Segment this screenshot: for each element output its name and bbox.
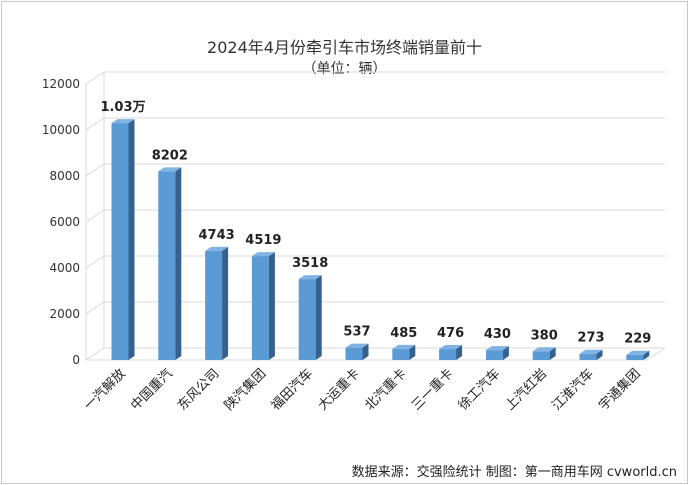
data-label: 485 [390, 326, 417, 341]
gridline-side [85, 301, 105, 315]
category-label: 一汽解放 [81, 366, 128, 413]
data-source-note: 数据来源：交强险统计 制图：第一商用车网 cvworld.cn [351, 465, 677, 480]
category-label: 上汽红岩 [502, 366, 550, 414]
bar-side [128, 119, 135, 360]
data-label: 273 [577, 331, 604, 346]
bar-top [439, 345, 463, 350]
bar-top [205, 246, 229, 251]
category-label: 三一重卡 [408, 366, 456, 414]
y-tick-label: 0 [72, 353, 80, 367]
category-label: 徐工汽车 [455, 366, 503, 414]
bar-side [502, 346, 509, 360]
bar-top [532, 347, 556, 352]
category-label: 大运重卡 [315, 366, 363, 414]
bar-top [111, 119, 135, 124]
chart-subtitle: （单位：辆） [302, 61, 387, 77]
bar-top [485, 346, 509, 351]
bar-top [626, 350, 650, 355]
bar-side [268, 252, 275, 360]
bar-side [362, 343, 369, 360]
data-label: 229 [624, 332, 651, 347]
bar-top [392, 344, 416, 349]
category-label: 中国重汽 [128, 366, 176, 414]
gridline-side [85, 117, 105, 131]
gridline-side [85, 255, 105, 269]
gridline-side [85, 347, 105, 361]
bar [111, 123, 129, 360]
chart-title: 2024年4月份牵引车市场终端销量前十 [207, 38, 482, 57]
bar [485, 350, 503, 360]
bar [626, 354, 644, 360]
data-label: 4519 [245, 233, 281, 248]
category-label: 北汽重卡 [362, 366, 410, 414]
y-tick-label: 2000 [49, 307, 80, 321]
data-label: 430 [484, 327, 511, 342]
bar [298, 279, 316, 360]
category-label: 宇通集团 [596, 366, 644, 414]
bar-top [158, 167, 182, 172]
data-label: 380 [531, 328, 558, 343]
data-label: 4743 [199, 228, 235, 243]
data-label: 3518 [292, 256, 328, 271]
bar-top [251, 252, 275, 257]
data-label: 1.03万 [100, 100, 145, 115]
bar-side [643, 350, 650, 360]
bar-side [315, 275, 322, 360]
gridline-side [85, 71, 105, 85]
bar [158, 171, 176, 360]
category-label: 江淮汽车 [549, 366, 597, 414]
bar [392, 348, 410, 360]
y-tick-label: 6000 [49, 215, 80, 229]
y-tick-label: 4000 [49, 261, 80, 275]
data-label: 8202 [152, 148, 188, 163]
y-tick-label: 10000 [42, 123, 80, 137]
category-label: 陕汽集团 [221, 366, 269, 414]
bar-side [549, 347, 556, 360]
category-label: 福田汽车 [268, 366, 316, 414]
bar-top [345, 343, 369, 348]
bar-side [175, 167, 182, 360]
bar [251, 256, 269, 360]
bar [205, 250, 223, 360]
bar-top [579, 349, 603, 354]
bar [439, 349, 457, 360]
bar-top [298, 275, 322, 280]
bar-side [409, 344, 416, 360]
bar-side [456, 345, 463, 360]
category-label: 东风公司 [175, 366, 222, 413]
gridline-side [85, 209, 105, 223]
data-label: 537 [343, 325, 370, 340]
data-label: 476 [437, 326, 464, 341]
y-tick-label: 12000 [42, 77, 80, 91]
bar [345, 347, 363, 360]
gridline-side [85, 163, 105, 177]
bar-side [222, 246, 229, 360]
y-tick-label: 8000 [49, 169, 80, 183]
bar-side [596, 349, 603, 360]
bar [532, 351, 550, 360]
bar [579, 353, 597, 360]
floor-right-edge [646, 347, 666, 361]
